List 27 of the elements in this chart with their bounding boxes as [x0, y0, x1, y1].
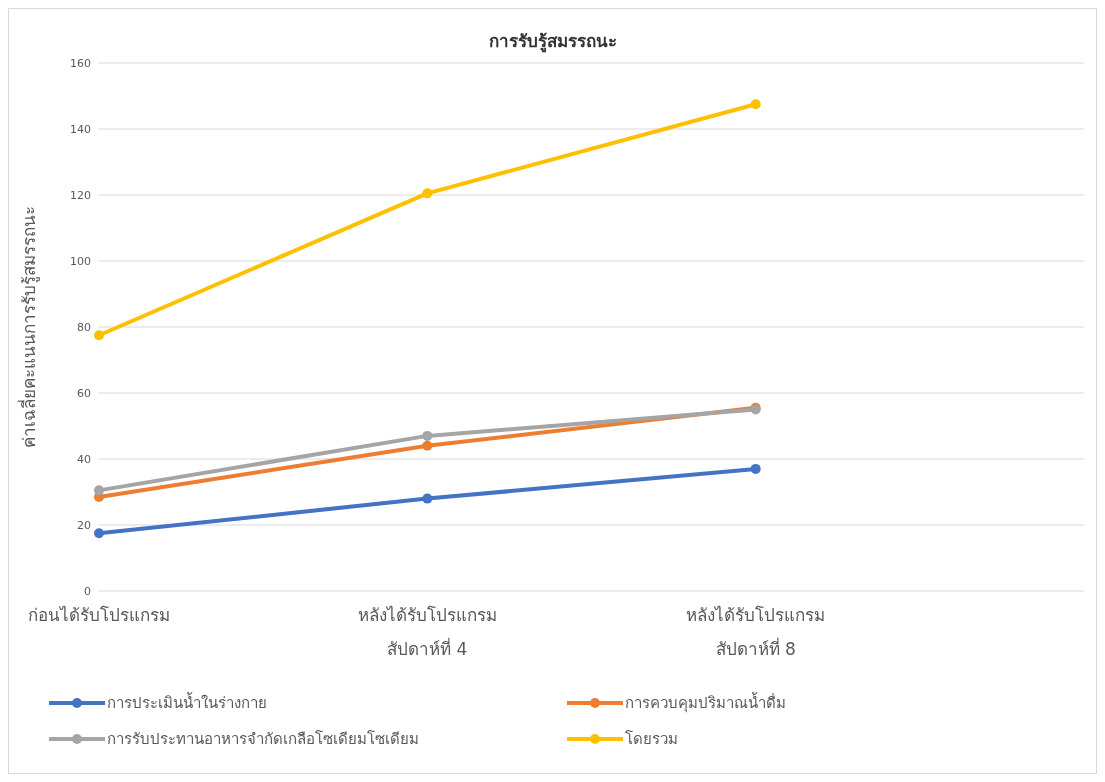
y-tick-label: 100: [70, 254, 91, 268]
legend-label: การประเมินน้ำในร่างกาย: [107, 691, 267, 714]
point: [422, 440, 433, 451]
point: [94, 330, 104, 341]
point: [422, 430, 433, 441]
chart-title: การรับรู้สมรรถนะ: [487, 30, 618, 53]
x-tick-label: หลังได้รับโปรแกรม สัปดาห์ที่ 4: [357, 605, 497, 659]
y-tick-label: 60: [77, 386, 91, 400]
x-tick-label: ก่อนได้รับโปรแกรม: [28, 605, 170, 625]
x-tick-label: หลังได้รับโปรแกรม สัปดาห์ที่ 8: [686, 605, 826, 659]
point: [422, 493, 433, 504]
y-tick-label: 40: [77, 452, 91, 466]
y-tick-label: 120: [70, 188, 91, 202]
legend-label: การควบคุมปริมาณน้ำดื่ม: [624, 691, 786, 715]
y-tick-label: 140: [70, 122, 91, 136]
point: [94, 485, 104, 496]
y-axis-title: ค่าเฉลี่ยคะแนนการรับรู้สมรรถนะ: [17, 206, 41, 448]
legend-label: โดยรวม: [624, 729, 678, 750]
legend-label: การรับประทานอาหารจำกัดเกลือโซเดียมโซเดียม: [107, 729, 419, 750]
point: [750, 99, 761, 110]
point: [94, 528, 104, 539]
y-tick-label: 20: [77, 518, 91, 532]
y-tick-label: 0: [84, 584, 91, 598]
point: [422, 188, 433, 199]
y-tick-label: 80: [77, 320, 91, 334]
point: [750, 463, 761, 474]
y-tick-label: 160: [70, 56, 91, 70]
